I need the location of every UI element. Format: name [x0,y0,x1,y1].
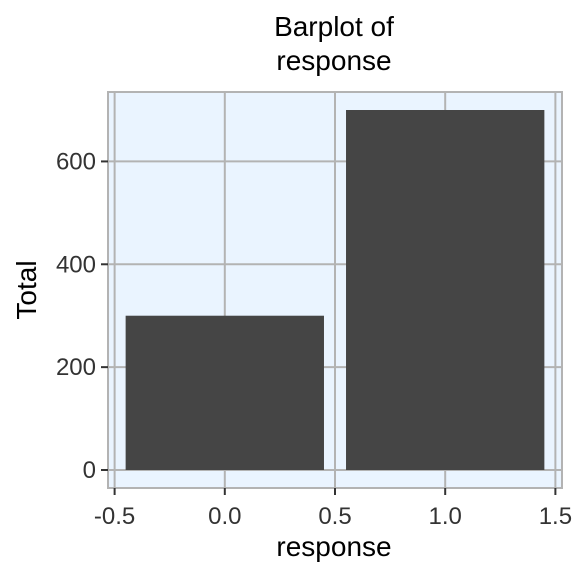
chart-title-line-2: response [276,45,391,76]
chart-title-line-1: Barplot of [274,11,394,42]
x-tick-label: 1.5 [539,503,572,530]
y-tick-label: 600 [56,148,96,175]
y-tick-label: 400 [56,251,96,278]
bar-0 [125,315,324,470]
y-tick-label: 200 [56,354,96,381]
x-tick-label: -0.5 [94,503,135,530]
x-axis-label: response [276,531,391,562]
axes: -0.5 0.0 0.5 1.0 1.5 0 200 400 600 [56,91,572,530]
bars [125,110,545,470]
y-tick-label: 0 [83,457,96,484]
bar-1 [346,110,545,470]
x-tick-label: 1.0 [429,503,462,530]
x-tick-label: 0.5 [318,503,351,530]
x-tick-label: 0.0 [208,503,241,530]
y-axis-label: Total [11,260,42,319]
